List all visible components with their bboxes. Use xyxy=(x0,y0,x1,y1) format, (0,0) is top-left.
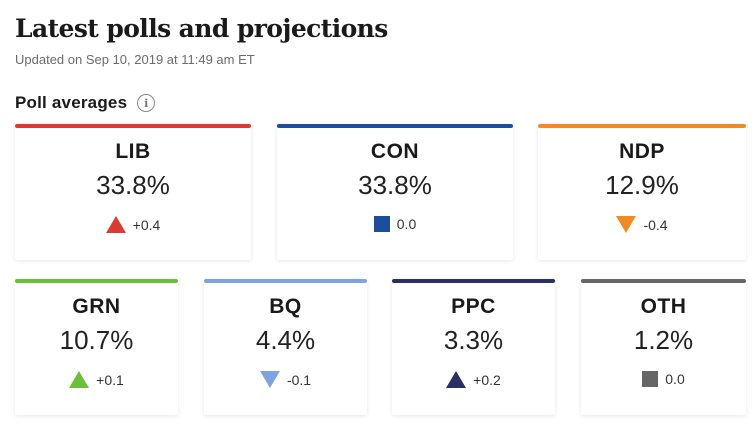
change-value: 0.0 xyxy=(665,371,685,387)
change-indicator: -0.4 xyxy=(538,216,746,233)
party-name: BQ xyxy=(269,295,302,318)
change-indicator: +0.4 xyxy=(15,216,251,233)
party-name: CON xyxy=(370,140,420,163)
party-color-bar xyxy=(15,124,251,128)
change-value: +0.1 xyxy=(96,371,124,388)
party-color-bar xyxy=(204,279,367,283)
change-indicator: -0.1 xyxy=(204,371,367,388)
party-name: OTH xyxy=(640,295,687,318)
no-change-square-icon xyxy=(373,216,390,232)
party-percentage: 10.7% xyxy=(59,325,134,355)
change-indicator: 0.0 xyxy=(277,216,513,232)
party-percentage: 3.3% xyxy=(443,325,504,355)
change-value: +0.2 xyxy=(473,371,501,388)
poll-averages-header: Poll averages i xyxy=(15,91,156,115)
party-color-bar xyxy=(581,279,746,283)
party-name: GRN xyxy=(72,295,121,318)
change-arrow-icon xyxy=(616,216,637,233)
party-card-lib: LIB 33.8% +0.4 xyxy=(15,124,251,260)
party-card-con: CON 33.8% 0.0 xyxy=(277,124,513,260)
party-color-bar xyxy=(538,124,746,128)
party-name: PPC xyxy=(451,295,496,318)
change-value: +0.4 xyxy=(132,216,161,233)
party-card-oth: OTH 1.2% 0.0 xyxy=(581,279,746,415)
party-name: LIB xyxy=(115,140,151,163)
change-value: -0.1 xyxy=(286,371,312,388)
change-arrow-icon xyxy=(259,371,280,388)
party-percentage: 33.8% xyxy=(96,170,170,200)
change-arrow-icon xyxy=(69,371,90,388)
change-indicator: 0.0 xyxy=(581,371,746,387)
change-arrow-icon xyxy=(105,216,126,233)
party-card-ndp: NDP 12.9% -0.4 xyxy=(538,124,746,260)
change-arrow-icon xyxy=(446,371,467,388)
party-percentage: 4.4% xyxy=(255,325,316,355)
updated-timestamp: Updated on Sep 10, 2019 at 11:49 am ET xyxy=(15,52,255,67)
change-indicator: +0.1 xyxy=(15,371,178,388)
party-card-grn: GRN 10.7% +0.1 xyxy=(15,279,178,415)
change-value: -0.4 xyxy=(643,216,668,233)
no-change-square-icon xyxy=(642,371,659,387)
party-name: NDP xyxy=(619,140,665,163)
party-percentage: 1.2% xyxy=(633,325,694,355)
party-color-bar xyxy=(277,124,513,128)
party-card-bq: BQ 4.4% -0.1 xyxy=(204,279,367,415)
info-icon[interactable]: i xyxy=(137,94,156,112)
party-percentage: 33.8% xyxy=(358,170,432,200)
change-indicator: +0.2 xyxy=(392,371,555,388)
party-card-ppc: PPC 3.3% +0.2 xyxy=(392,279,555,415)
party-color-bar xyxy=(15,279,178,283)
party-percentage: 12.9% xyxy=(605,170,679,200)
page-title: Latest polls and projections xyxy=(15,14,388,43)
party-color-bar xyxy=(392,279,555,283)
section-title: Poll averages xyxy=(15,93,128,112)
change-value: 0.0 xyxy=(396,216,417,232)
